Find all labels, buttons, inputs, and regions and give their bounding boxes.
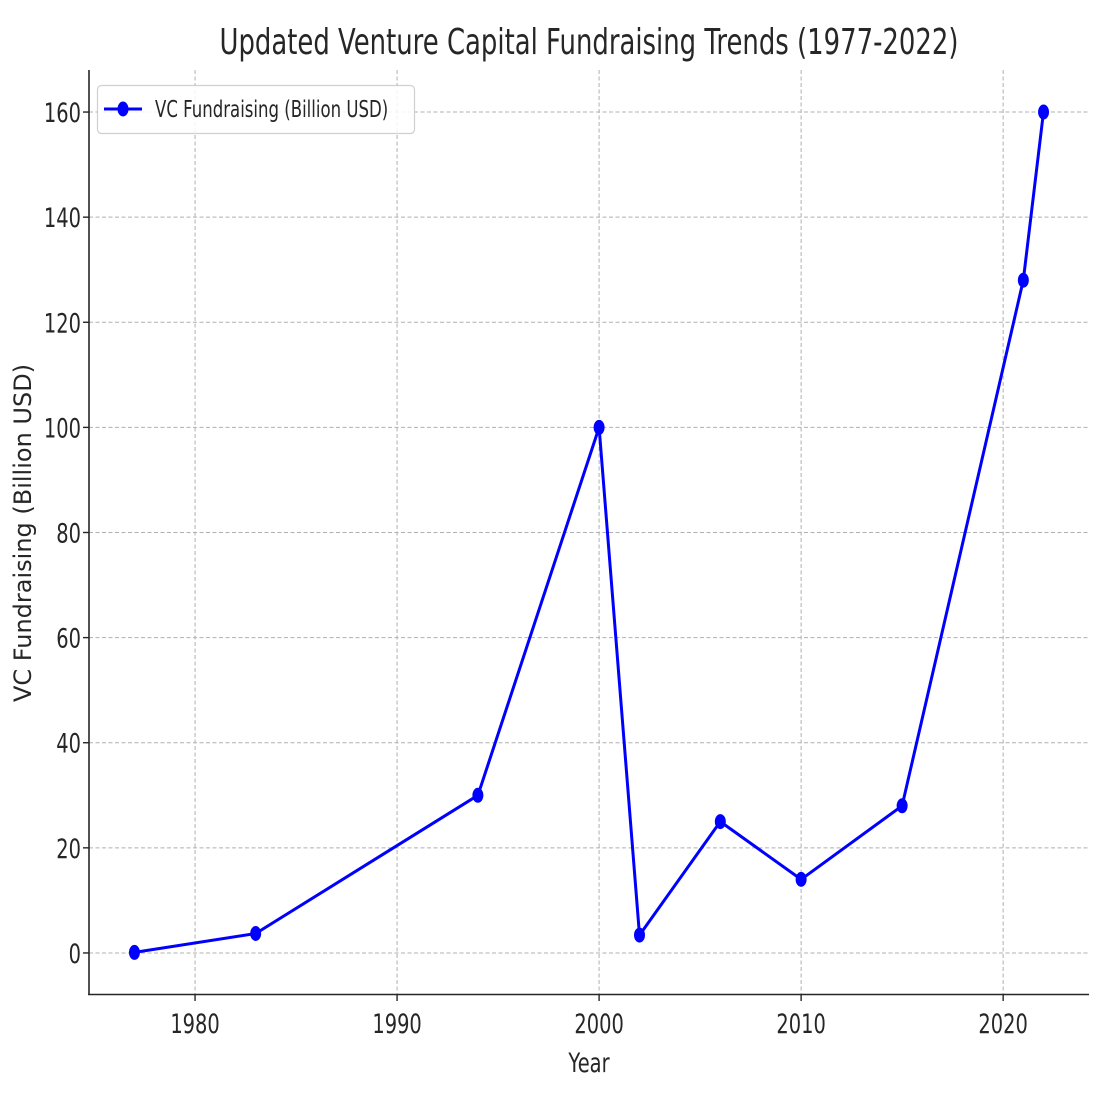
x-tick-label: 1980 [170,1008,219,1040]
data-point-marker [634,927,646,943]
x-axis-label: Year [568,1047,610,1079]
legend: VC Fundraising (Billion USD) [96,84,416,135]
y-tick-label: 100 [44,412,81,444]
data-point-marker [795,871,807,887]
y-tick-label: 80 [56,517,81,549]
y-tick-label: 20 [56,833,81,865]
x-tick-label: 2010 [776,1008,825,1040]
axes [88,70,1089,996]
x-tick-label: 2020 [978,1008,1027,1040]
data-series [128,104,1050,960]
y-tick-label: 160 [44,97,81,129]
y-tick-label: 120 [44,307,81,339]
legend-label: VC Fundraising (Billion USD) [155,95,388,123]
data-point-marker [250,926,262,942]
data-point-marker [714,814,726,830]
data-point-marker [1017,272,1029,288]
x-tick-label: 2000 [574,1008,623,1040]
grid-lines [89,70,1089,995]
legend-marker-icon [117,101,129,117]
y-tick-label: 0 [69,938,81,970]
y-tick-label: 140 [44,202,81,234]
x-tick-label: 1990 [372,1008,421,1040]
x-ticks: 1980 1990 2000 2010 2020 [170,995,1028,1040]
y-tick-label: 60 [56,622,81,654]
data-point-marker [593,419,605,435]
chart-title: Updated Venture Capital Fundraising Tren… [219,22,958,63]
y-ticks: 0 20 40 60 80 100 120 140 160 [44,97,89,970]
data-point-marker [472,787,484,803]
y-axis-label: VC Fundraising (Billion USD) [9,364,37,702]
y-tick-label: 40 [56,727,81,759]
data-point-marker [1038,104,1050,120]
series-line [134,111,1045,954]
data-point-marker [128,944,140,960]
legend-box [96,84,416,135]
data-point-marker [896,798,908,814]
